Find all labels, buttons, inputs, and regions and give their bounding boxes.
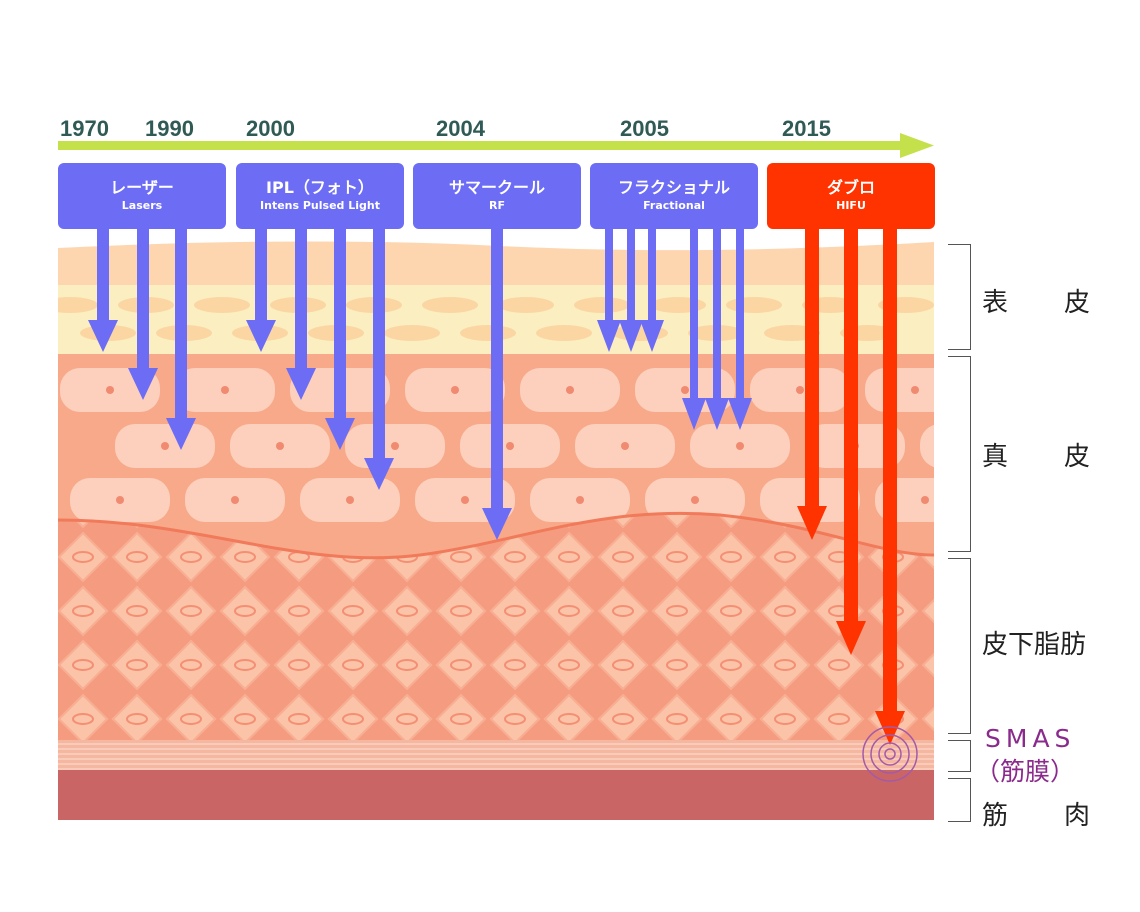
penetration-arrow — [246, 229, 276, 352]
tech-name-en: HIFU — [836, 199, 866, 212]
penetration-arrow — [619, 229, 643, 352]
layer-label-dermis: 真皮 — [982, 436, 1090, 473]
penetration-arrow — [728, 229, 752, 430]
cell-nucleus — [221, 386, 229, 394]
penetration-arrow — [705, 229, 729, 430]
layer-label-smas: SMAS — [985, 724, 1076, 753]
epidermis-cell — [384, 325, 440, 341]
layer-label-smas-sub: （筋膜） — [975, 757, 1076, 786]
hifu-focal-point — [862, 726, 918, 782]
penetration-arrow — [640, 229, 664, 352]
penetration-arrow — [482, 229, 512, 540]
cell-nucleus — [921, 496, 929, 504]
year-label: 2000 — [246, 116, 295, 141]
bracket-dermis — [948, 356, 971, 552]
dermis-cell — [920, 424, 934, 468]
penetration-arrow — [364, 229, 394, 490]
label-char: 肉 — [1064, 801, 1091, 831]
cell-nucleus — [576, 496, 584, 504]
year-label: 1990 — [145, 116, 194, 141]
year-label: 2005 — [620, 116, 669, 141]
label-char: 皮 — [1064, 288, 1091, 318]
cell-nucleus — [391, 442, 399, 450]
bracket-smas — [948, 740, 971, 772]
epidermis-cell — [460, 325, 516, 341]
tech-box-fractional: フラクショナル Fractional — [590, 163, 758, 229]
tech-name-jp: レーザー — [110, 178, 174, 197]
penetration-arrow — [166, 229, 196, 450]
cell-nucleus — [231, 496, 239, 504]
tech-box-ipl: IPL（フォト） Intens Pulsed Light — [236, 163, 404, 229]
cell-nucleus — [736, 442, 744, 450]
tech-name-jp: サマークール — [448, 178, 545, 197]
bracket-epidermis — [948, 244, 971, 350]
penetration-arrow — [597, 229, 621, 352]
label-char: 表 — [982, 288, 1009, 318]
bracket-subcutaneous — [948, 558, 971, 734]
cell-nucleus — [106, 386, 114, 394]
layer-label-subcutaneous: 皮下脂肪 — [982, 630, 1087, 660]
epidermis-cell — [574, 297, 630, 313]
tech-name-en: RF — [489, 199, 505, 212]
penetration-arrow — [682, 229, 706, 430]
cell-nucleus — [451, 386, 459, 394]
bracket-muscle — [948, 778, 971, 822]
cell-nucleus — [161, 442, 169, 450]
layer-label-epidermis: 表皮 — [982, 282, 1090, 319]
cell-nucleus — [276, 442, 284, 450]
penetration-arrow — [88, 229, 118, 352]
cell-nucleus — [346, 496, 354, 504]
cell-nucleus — [506, 442, 514, 450]
year-label: 2015 — [782, 116, 831, 141]
layer-label-muscle: 筋肉 — [982, 795, 1090, 832]
label-char: 筋 — [982, 801, 1009, 831]
cell-nucleus — [691, 496, 699, 504]
epidermis-cell — [422, 297, 478, 313]
epidermis-cell — [58, 297, 98, 313]
tech-name-en: Fractional — [643, 199, 705, 212]
cell-nucleus — [681, 386, 689, 394]
epidermis-cell — [498, 297, 554, 313]
epidermis-cell — [194, 297, 250, 313]
epidermis-cell — [536, 325, 592, 341]
epidermis-cell — [726, 297, 782, 313]
dermis-cell — [865, 368, 934, 412]
label-char: 皮 — [1064, 442, 1091, 472]
penetration-arrow — [797, 229, 827, 540]
tech-name-en: Intens Pulsed Light — [260, 199, 380, 212]
tech-box-rf: サマークール RF — [413, 163, 581, 229]
penetration-arrow — [325, 229, 355, 450]
cell-nucleus — [621, 442, 629, 450]
tech-box-hifu: ダブロ HIFU — [767, 163, 935, 229]
tech-box-lasers: レーザー Lasers — [58, 163, 226, 229]
tech-name-jp: ダブロ — [826, 178, 875, 197]
penetration-arrow — [875, 229, 905, 745]
year-label: 2004 — [436, 116, 485, 141]
penetration-arrow — [286, 229, 316, 400]
year-label: 1970 — [60, 116, 109, 141]
cell-nucleus — [796, 386, 804, 394]
tech-name-jp: フラクショナル — [617, 178, 730, 197]
cell-nucleus — [566, 386, 574, 394]
cell-nucleus — [911, 386, 919, 394]
cell-nucleus — [116, 496, 124, 504]
penetration-arrow — [128, 229, 158, 400]
tech-name-jp: IPL（フォト） — [266, 178, 374, 197]
label-char: 真 — [982, 442, 1009, 472]
cell-nucleus — [461, 496, 469, 504]
tech-name-en: Lasers — [121, 199, 163, 212]
penetration-arrow — [836, 229, 866, 655]
